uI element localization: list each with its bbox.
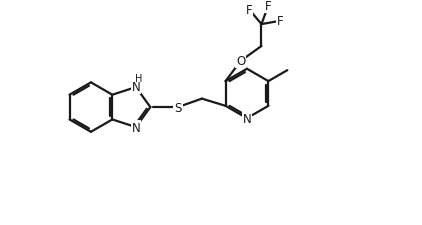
Text: N: N bbox=[132, 121, 141, 134]
Text: O: O bbox=[236, 55, 246, 68]
Text: H: H bbox=[135, 73, 143, 83]
Text: N: N bbox=[243, 113, 252, 126]
Text: F: F bbox=[246, 4, 252, 17]
Text: S: S bbox=[174, 101, 181, 114]
Text: F: F bbox=[277, 15, 284, 28]
Text: N: N bbox=[132, 81, 141, 94]
Text: F: F bbox=[265, 0, 271, 13]
